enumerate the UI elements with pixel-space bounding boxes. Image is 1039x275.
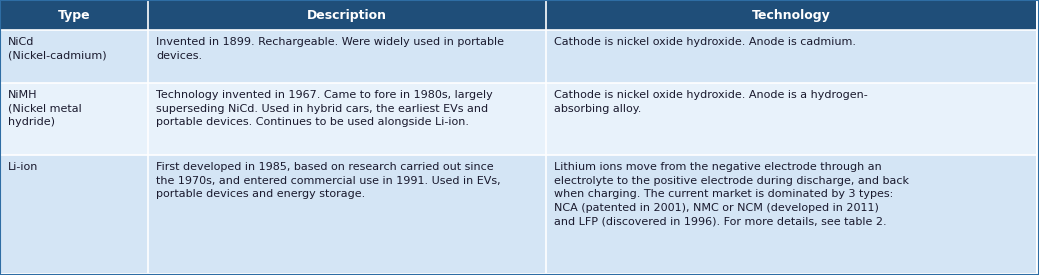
Bar bbox=[0, 30, 148, 83]
Text: NiMH
(Nickel metal
hydride): NiMH (Nickel metal hydride) bbox=[8, 90, 82, 127]
Text: NiCd
(Nickel-cadmium): NiCd (Nickel-cadmium) bbox=[8, 37, 107, 60]
Bar bbox=[547, 83, 1036, 155]
Bar bbox=[0, 155, 148, 273]
Text: Cathode is nickel oxide hydroxide. Anode is cadmium.: Cathode is nickel oxide hydroxide. Anode… bbox=[554, 37, 856, 47]
Bar bbox=[0, 0, 148, 30]
Text: Type: Type bbox=[58, 9, 90, 21]
Text: Invented in 1899. Rechargeable. Were widely used in portable
devices.: Invented in 1899. Rechargeable. Were wid… bbox=[156, 37, 504, 60]
Text: Description: Description bbox=[307, 9, 387, 21]
Bar bbox=[148, 83, 547, 155]
Text: Cathode is nickel oxide hydroxide. Anode is a hydrogen-
absorbing alloy.: Cathode is nickel oxide hydroxide. Anode… bbox=[554, 90, 868, 114]
Bar bbox=[148, 30, 547, 83]
Bar bbox=[148, 0, 547, 30]
Text: First developed in 1985, based on research carried out since
the 1970s, and ente: First developed in 1985, based on resear… bbox=[156, 162, 501, 199]
Text: Li-ion: Li-ion bbox=[8, 162, 38, 172]
Bar bbox=[547, 155, 1036, 273]
Bar bbox=[547, 30, 1036, 83]
Text: Technology invented in 1967. Came to fore in 1980s, largely
superseding NiCd. Us: Technology invented in 1967. Came to for… bbox=[156, 90, 492, 127]
Text: Lithium ions move from the negative electrode through an
electrolyte to the posi: Lithium ions move from the negative elec… bbox=[554, 162, 909, 226]
Bar bbox=[0, 83, 148, 155]
Bar bbox=[547, 0, 1036, 30]
Text: Technology: Technology bbox=[751, 9, 830, 21]
Bar bbox=[148, 155, 547, 273]
